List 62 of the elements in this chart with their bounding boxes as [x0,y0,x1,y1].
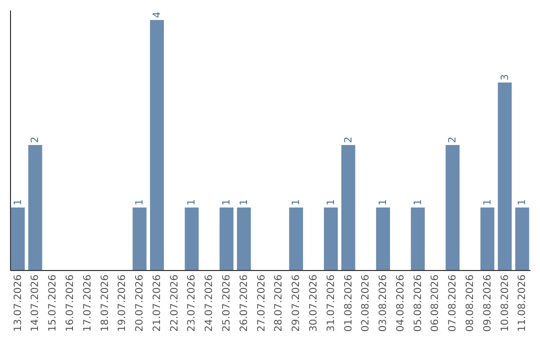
bar [10,208,25,270]
bar [341,145,356,270]
x-tick-label: 06.08.2026 [430,274,442,332]
x-tick-label: 10.08.2026 [500,274,511,332]
bar [150,20,164,270]
x-tick-label: 20.07.2026 [134,274,146,332]
x-tick-label: 13.07.2026 [12,274,24,332]
data-label: 1 [186,199,198,206]
x-tick-label: 04.08.2026 [395,274,406,332]
bar [376,208,390,270]
data-label: 2 [448,136,459,143]
x-tick-label: 26.07.2026 [238,274,250,332]
bar [289,208,304,270]
x-tick-label: 25.07.2026 [222,274,233,332]
x-tick-label: 31.07.2026 [326,274,337,332]
x-tick-label: 14.07.2026 [30,274,42,332]
x-tick-label: 09.08.2026 [482,274,494,332]
x-tick-label: 27.07.2026 [256,274,268,332]
data-label: 1 [517,199,528,206]
x-tick-label: 30.07.2026 [308,274,320,332]
x-tick-label: 19.07.2026 [117,274,128,332]
x-tick-label: 21.07.2026 [152,274,163,332]
x-tick-label: 15.07.2026 [48,274,59,332]
x-tick-label: 22.07.2026 [169,274,180,332]
x-tick-label: 02.08.2026 [360,274,372,332]
bar [220,208,234,270]
x-tick-label: 11.08.2026 [517,274,528,332]
data-label: 1 [412,199,424,206]
x-tick-label: 03.08.2026 [378,274,390,332]
x-tick-label: 18.07.2026 [100,274,111,332]
x-tick-label: 23.07.2026 [186,274,198,332]
bar [132,208,147,270]
x-tick-label: 24.07.2026 [204,274,216,332]
x-tick-label: 07.08.2026 [448,274,459,332]
x-tick-label: 01.08.2026 [343,274,354,332]
data-label: 1 [291,199,302,206]
x-tick-label: 17.07.2026 [82,274,94,332]
x-tick-label: 08.08.2026 [465,274,476,332]
bar [28,145,42,270]
x-tick-label: 05.08.2026 [412,274,424,332]
bar [446,145,460,270]
data-label: 1 [326,199,337,206]
bar [410,208,425,270]
data-label: 1 [222,199,233,206]
data-label: 3 [500,74,511,80]
data-label: 2 [343,136,354,143]
data-label: 1 [238,199,250,206]
data-label: 4 [152,12,163,18]
bar [324,208,338,270]
data-label: 1 [134,199,146,206]
bar [236,208,251,270]
bar [515,208,530,270]
x-tick-label: 29.07.2026 [291,274,302,332]
bar [184,208,199,270]
bar [480,208,494,270]
bar [498,82,512,270]
data-label: 2 [30,136,42,143]
data-label: 1 [12,199,24,206]
x-tick-label: 16.07.2026 [65,274,76,332]
data-label: 1 [378,199,390,206]
data-label: 1 [482,199,494,206]
x-tick-label: 28.07.2026 [274,274,285,332]
